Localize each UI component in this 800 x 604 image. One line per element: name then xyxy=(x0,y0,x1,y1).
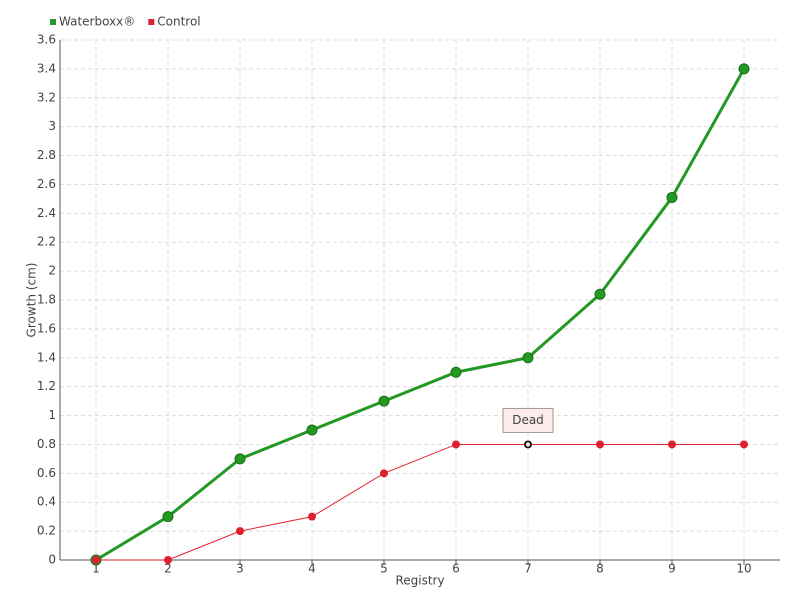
y-tick-label: 3 xyxy=(48,119,56,133)
legend-label: Control xyxy=(157,15,200,29)
x-tick-label: 1 xyxy=(92,562,100,576)
data-point xyxy=(596,440,604,449)
data-point xyxy=(740,440,748,449)
data-point xyxy=(306,424,318,436)
x-tick-label: 10 xyxy=(736,562,751,576)
series-line xyxy=(95,68,746,562)
y-tick-label: 1 xyxy=(48,408,56,422)
y-tick-label: 0.6 xyxy=(37,466,56,480)
data-point xyxy=(308,512,316,521)
x-tick-label: 3 xyxy=(236,562,244,576)
y-tick-label: 0 xyxy=(48,553,56,567)
data-point xyxy=(522,352,534,364)
x-tick-label: 5 xyxy=(380,562,388,576)
data-point xyxy=(666,191,678,203)
data-point xyxy=(236,527,244,536)
data-point xyxy=(450,366,462,378)
y-tick-label: 0.8 xyxy=(37,437,56,451)
y-tick-label: 1.8 xyxy=(37,293,56,307)
y-tick-label: 0.4 xyxy=(37,495,56,509)
y-axis-label: Growth (cm) xyxy=(25,263,39,338)
data-point xyxy=(738,63,750,75)
y-tick-label: 3.4 xyxy=(37,61,56,75)
y-tick-label: 2.8 xyxy=(37,148,56,162)
annotation-marker xyxy=(524,440,532,449)
series-line xyxy=(96,443,744,561)
y-tick-label: 1.2 xyxy=(37,379,56,393)
y-tick-label: 2.6 xyxy=(37,177,56,191)
data-point xyxy=(234,453,246,465)
x-tick-label: 4 xyxy=(308,562,316,576)
data-point xyxy=(380,469,388,478)
data-point xyxy=(162,511,174,523)
legend-swatch xyxy=(148,19,155,25)
data-point xyxy=(92,556,100,564)
y-tick-label: 2.2 xyxy=(37,235,56,249)
legend-label: Waterboxx® xyxy=(59,15,135,29)
y-tick-label: 1.4 xyxy=(37,350,56,364)
data-point xyxy=(668,440,676,449)
data-point xyxy=(452,440,460,449)
y-tick-label: 1.6 xyxy=(37,321,56,335)
y-tick-label: 3.2 xyxy=(37,90,56,104)
x-tick-label: 7 xyxy=(524,562,532,576)
data-point xyxy=(378,395,390,407)
y-tick-label: 0.2 xyxy=(37,524,56,538)
y-tick-label: 2 xyxy=(48,264,56,278)
x-tick-label: 8 xyxy=(596,562,604,576)
legend-swatch xyxy=(50,19,56,25)
annotation-box xyxy=(502,407,554,433)
x-tick-label: 6 xyxy=(452,562,460,576)
data-point xyxy=(594,288,606,300)
y-tick-label: 3.6 xyxy=(37,33,56,47)
x-tick-label: 9 xyxy=(668,562,676,576)
x-tick-label: 2 xyxy=(164,562,172,576)
y-tick-label: 2.4 xyxy=(37,206,56,220)
annotation-text: Dead xyxy=(512,413,544,427)
x-axis-label: Registry xyxy=(395,574,444,588)
data-point xyxy=(164,556,172,564)
